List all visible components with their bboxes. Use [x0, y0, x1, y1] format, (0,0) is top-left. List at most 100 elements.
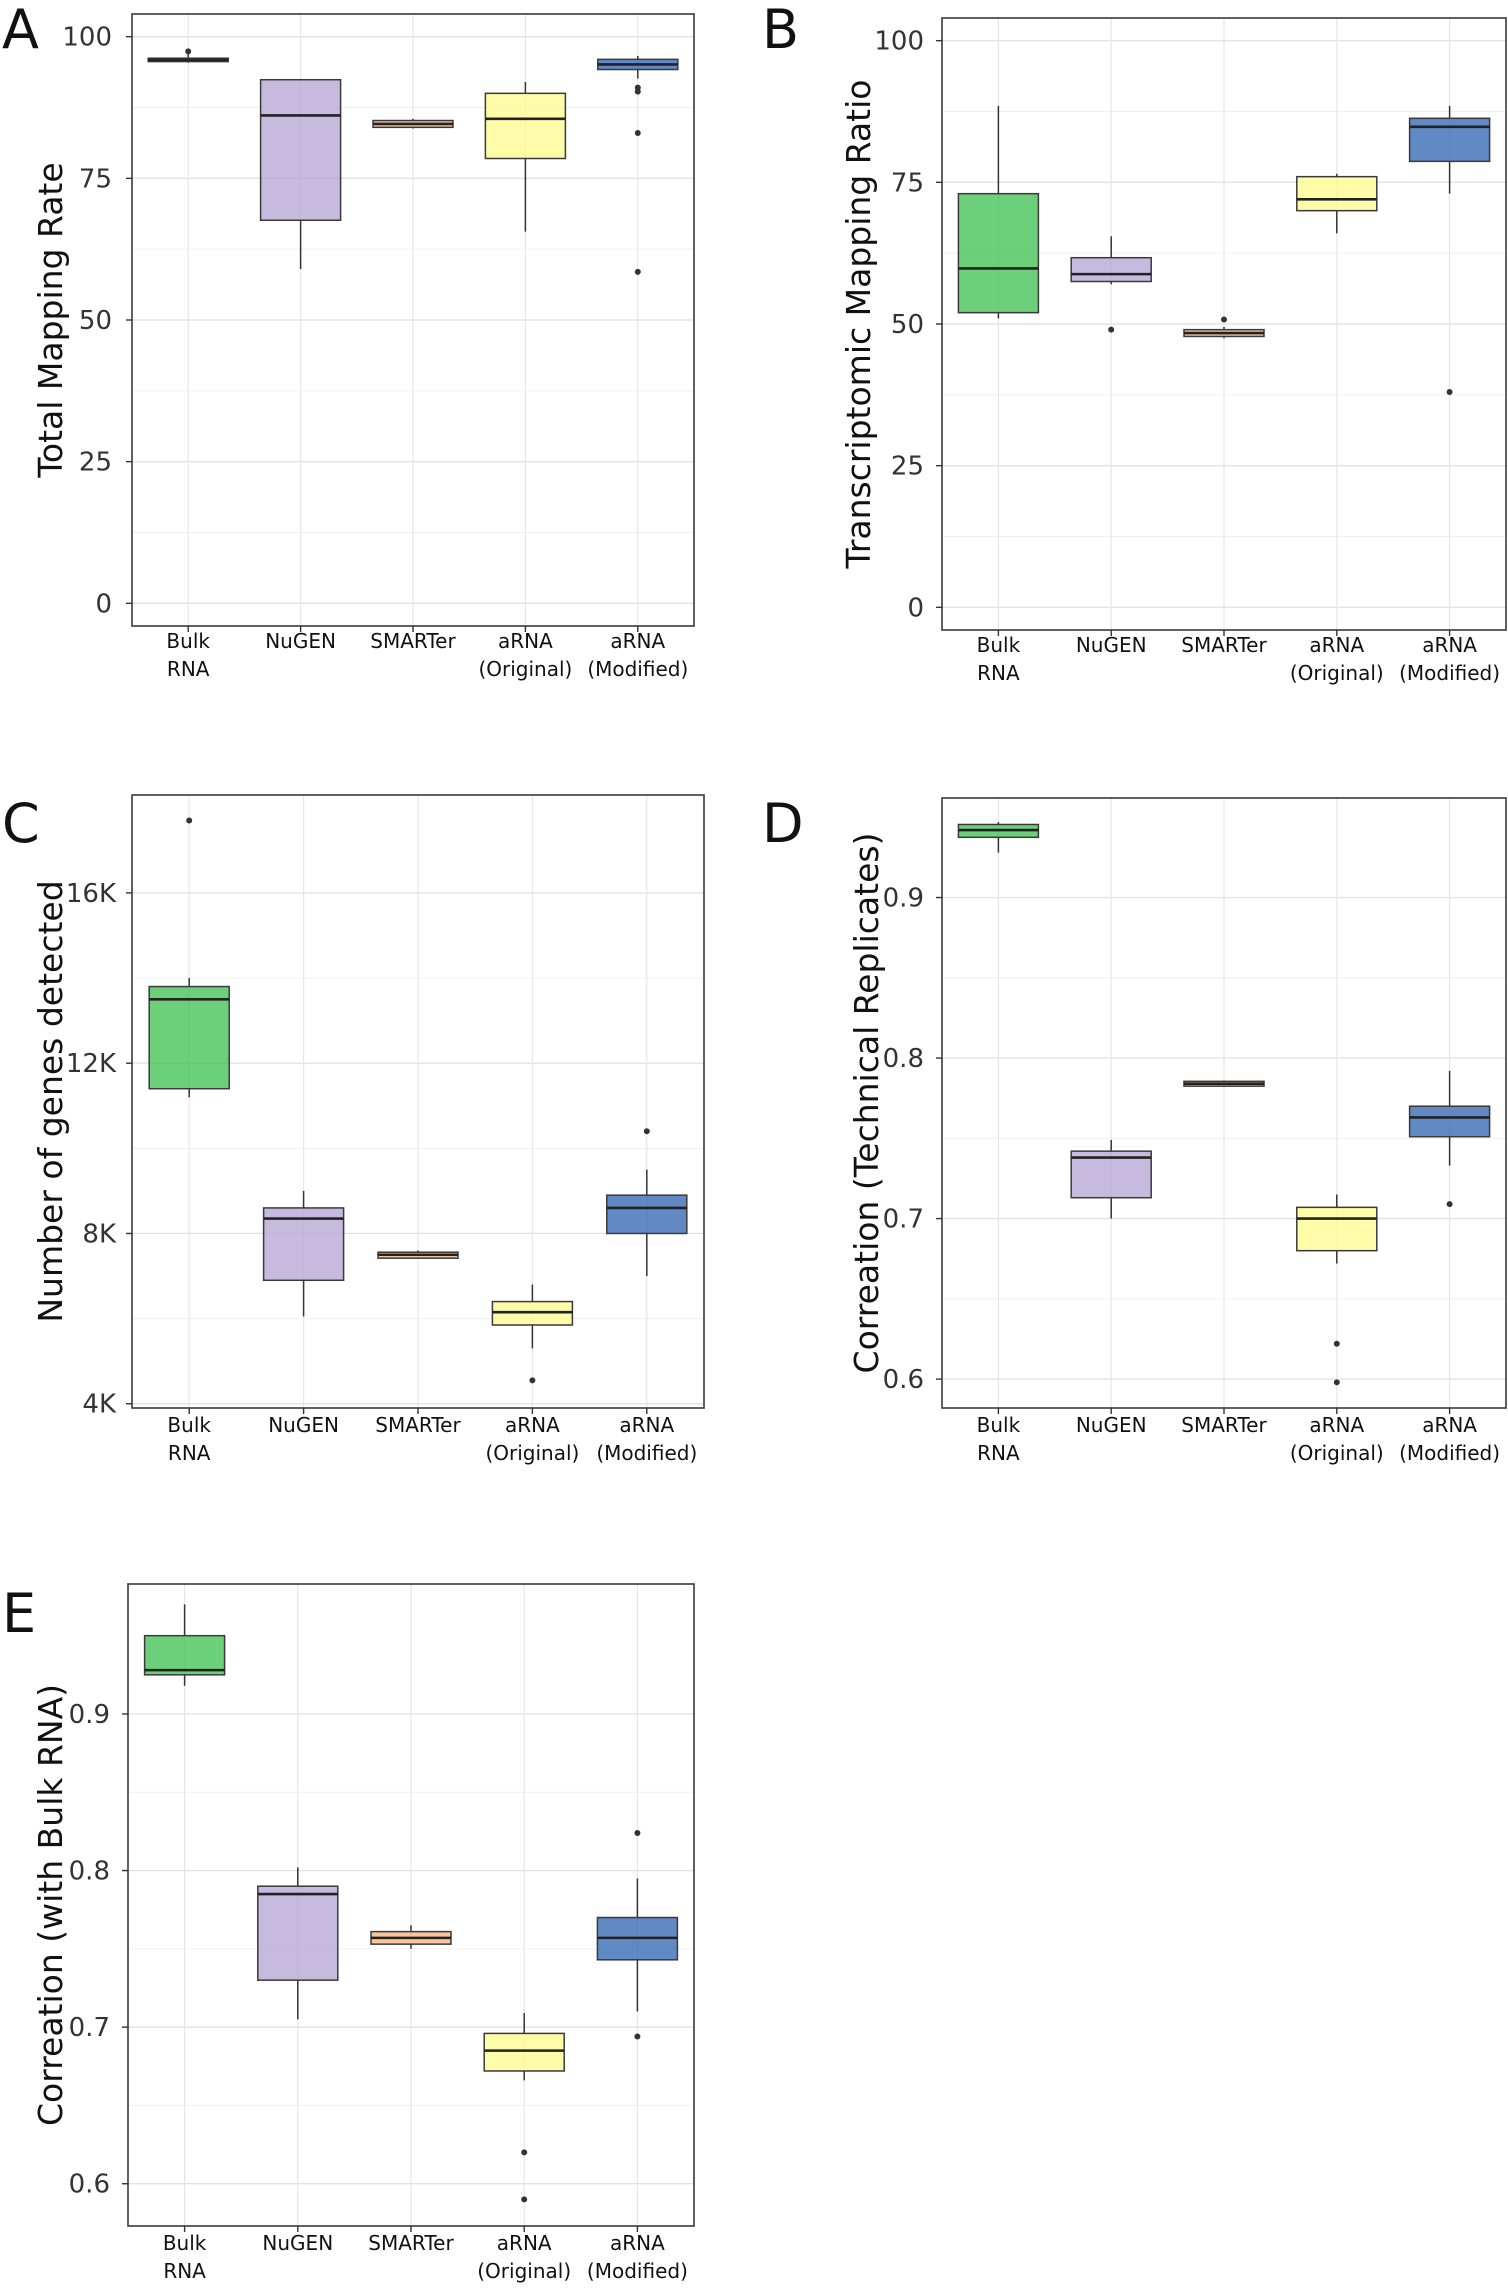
panel-d-letter: D	[762, 792, 804, 855]
panel-a-xlabel-nugen: NuGEN	[265, 629, 336, 653]
panel-a-ylabel: Total Mapping Rate	[31, 162, 70, 478]
panel-e-letter: E	[2, 1582, 36, 1645]
panel-c-box-arna-modified	[606, 1128, 688, 1277]
panel-a-xlabel-arna-modified: aRNA (Modified)	[587, 629, 688, 681]
panel-c-ytick-label: 16K	[66, 879, 117, 909]
panel-d-ytick-label: 0.8	[883, 1044, 924, 1074]
panel-b-box-smarter	[1183, 316, 1265, 339]
panel-b-letter: B	[762, 0, 799, 61]
panel-d-box-bulk-rna	[957, 822, 1040, 853]
outlier-point	[634, 268, 641, 275]
panel-b-xlabel-arna-original: aRNA (Original)	[1290, 633, 1384, 685]
panel-b-xlabel-bulk-rna: Bulk RNA	[977, 633, 1021, 685]
panel-b-ytick-label: 25	[891, 452, 924, 482]
outlier-point	[186, 817, 193, 824]
panel-e-box-arna-original	[483, 2013, 565, 2203]
panel-d-box-arna-modified	[1408, 1070, 1491, 1208]
panel-c-xlabel-bulk-rna: Bulk RNA	[167, 1413, 211, 1465]
outlier-point	[1333, 1379, 1340, 1386]
panel-c-box-nugen	[262, 1190, 345, 1317]
panel-d-ytick-label: 0.7	[883, 1205, 924, 1235]
box-iqr	[262, 1207, 345, 1282]
panel-b-box-bulk-rna	[957, 105, 1040, 319]
panel-e-box-nugen	[257, 1867, 339, 2020]
panel-e-ytick-label: 0.9	[69, 1700, 110, 1730]
panel-b-box-nugen	[1070, 236, 1152, 333]
panel-e-box-bulk-rna	[143, 1604, 226, 1686]
panel-d-xlabel-arna-original: aRNA (Original)	[1290, 1413, 1384, 1465]
box-iqr	[484, 92, 567, 160]
panel-c-ytick-label: 4K	[82, 1390, 117, 1420]
panel-b-ytick-label: 50	[891, 310, 924, 340]
panel-d-box-arna-original	[1296, 1194, 1378, 1386]
panel-c-ylabel: Number of genes detected	[31, 880, 70, 1322]
panel-c-ytick-label: 8K	[82, 1219, 117, 1249]
outlier-point	[634, 88, 641, 95]
panel-e-xlabel-nugen: NuGEN	[262, 2231, 333, 2255]
outlier-point	[1333, 1340, 1340, 1347]
panel-a-box-arna-modified	[597, 55, 679, 275]
box-iqr	[143, 1634, 226, 1676]
box-iqr	[1070, 1150, 1152, 1199]
panel-d-xlabel-smarter: SMARTer	[1181, 1413, 1267, 1437]
panel-b-ytick-label: 75	[891, 168, 924, 198]
panel-b-xlabel-nugen: NuGEN	[1076, 633, 1147, 657]
panel-a-ytick-label: 75	[79, 164, 112, 194]
box-iqr	[1296, 175, 1378, 212]
panel-d-box-smarter	[1183, 1080, 1265, 1087]
panel-b-box-arna-modified	[1408, 105, 1491, 395]
box-iqr	[148, 985, 230, 1090]
panel-B: B 0 25 50 75 100 Transcriptomic Mapping Ratio B…	[762, 0, 1507, 685]
outlier-point	[1221, 316, 1227, 323]
box-iqr	[1408, 117, 1491, 163]
panel-d-xlabel-arna-modified: aRNA (Modified)	[1399, 1413, 1500, 1465]
panel-b-grid	[942, 18, 1506, 630]
panel-e-box-smarter	[370, 1925, 452, 1949]
panel-a-box-arna-original	[484, 82, 567, 232]
box-iqr	[1070, 256, 1152, 283]
panel-b-ytick-label: 100	[874, 27, 924, 57]
outlier-point	[634, 1829, 641, 1836]
panel-a-ytick-label: 25	[79, 448, 112, 478]
panel-d-grid	[942, 798, 1506, 1408]
box-iqr	[606, 1194, 688, 1235]
panel-b-xlabel-smarter: SMARTer	[1181, 633, 1267, 657]
panel-a-box-smarter	[372, 118, 454, 129]
panel-A: A 0 25 50 75 100 Total Mapping Rate Bulk RNA NuGE…	[2, 0, 695, 681]
panel-e-grid	[128, 1584, 694, 2226]
panel-d-ytick-label: 0.9	[883, 884, 924, 914]
panel-e-xlabel-bulk-rna: Bulk RNA	[163, 2231, 207, 2283]
panel-d-xlabel-bulk-rna: Bulk RNA	[977, 1413, 1021, 1465]
outlier-point	[1446, 389, 1453, 395]
panel-e-xlabel-arna-modified: aRNA (Modified)	[587, 2231, 688, 2283]
panel-e-xlabel-smarter: SMARTer	[368, 2231, 454, 2255]
panel-c-box-smarter	[377, 1250, 459, 1260]
panel-a-ytick-label: 50	[79, 306, 112, 336]
panel-d-box-nugen	[1070, 1139, 1152, 1219]
panel-d-ylabel: Correation (Technical Replicates)	[847, 833, 886, 1374]
panel-c-xlabel-smarter: SMARTer	[375, 1413, 461, 1437]
box-iqr	[1408, 1105, 1491, 1138]
panel-c-grid	[132, 795, 704, 1408]
panel-a-xlabel-bulk-rna: Bulk RNA	[166, 629, 210, 681]
panel-e-ytick-label: 0.7	[69, 2013, 110, 2043]
outlier-point	[521, 2149, 528, 2156]
box-iqr	[257, 1885, 339, 1981]
panel-a-xlabel-arna-original: aRNA (Original)	[478, 629, 572, 681]
panel-a-ytick-label: 100	[62, 23, 112, 53]
panel-c-xlabel-arna-modified: aRNA (Modified)	[596, 1413, 697, 1465]
panel-c-xlabel-arna-original: aRNA (Original)	[485, 1413, 579, 1465]
panel-c-letter: C	[2, 792, 40, 855]
box-iqr	[957, 192, 1040, 314]
panel-a-box-bulk-rna	[147, 48, 229, 63]
panel-c-ytick-label: 12K	[66, 1049, 117, 1079]
outlier-point	[1108, 326, 1115, 333]
panel-b-xlabel-arna-modified: aRNA (Modified)	[1399, 633, 1500, 685]
outlier-point	[1446, 1201, 1453, 1208]
outlier-point	[634, 130, 641, 136]
outlier-point	[643, 1128, 650, 1135]
box-iqr	[259, 78, 342, 222]
panel-e-ytick-label: 0.8	[69, 1857, 110, 1887]
